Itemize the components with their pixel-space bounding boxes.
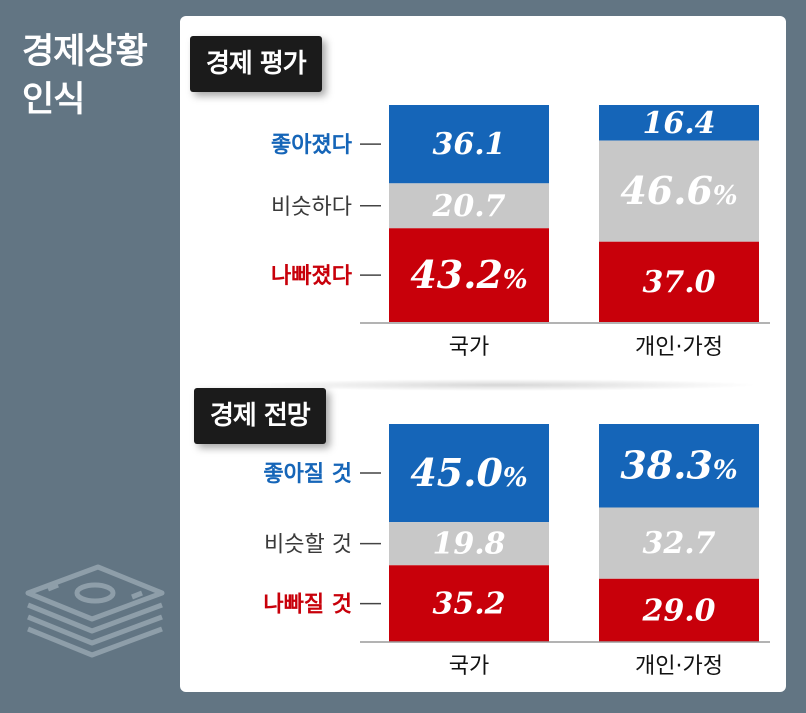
data-label: 19.8 bbox=[432, 527, 505, 562]
data-label: 29.0 bbox=[641, 593, 715, 628]
bar-segment bbox=[389, 105, 549, 184]
main-title: 경제상황 인식 bbox=[22, 32, 148, 120]
category-label: 개인·가정 bbox=[635, 335, 723, 360]
series-label: 비슷하다 bbox=[271, 195, 352, 220]
bar-segment bbox=[389, 565, 549, 642]
bar-segment bbox=[599, 105, 759, 141]
data-label: 46.6% bbox=[620, 168, 737, 213]
data-label: 37.0 bbox=[642, 265, 715, 300]
bar-segment bbox=[389, 228, 549, 322]
data-label: 35.2 bbox=[432, 587, 505, 622]
series-label: 좋아졌다 bbox=[271, 133, 353, 158]
data-label: 43.2% bbox=[410, 252, 527, 297]
bar-segment bbox=[599, 241, 759, 322]
data-label: 36.1 bbox=[432, 127, 505, 162]
data-label: 20.7 bbox=[431, 189, 505, 224]
data-label: 16.4 bbox=[642, 106, 715, 141]
series-label: 비슷할 것 bbox=[264, 533, 352, 558]
bar-segment bbox=[389, 424, 549, 523]
series-label: 좋아질 것 bbox=[263, 462, 352, 487]
data-label: 45.0% bbox=[410, 450, 527, 495]
category-label: 개인·가정 bbox=[635, 654, 723, 679]
section-label-evaluation: 경제 평가 bbox=[190, 36, 322, 92]
bar-segment bbox=[389, 522, 549, 566]
category-label: 국가 bbox=[449, 335, 489, 360]
section-divider bbox=[240, 379, 760, 391]
data-label: 38.3% bbox=[620, 443, 737, 488]
bar-segment bbox=[389, 183, 549, 229]
bar-segment bbox=[599, 578, 759, 642]
money-stack-icon bbox=[25, 564, 165, 658]
data-label: 32.7 bbox=[642, 526, 715, 561]
bar-segment bbox=[599, 424, 759, 508]
series-label: 나빠졌다 bbox=[271, 264, 353, 289]
bar-segment bbox=[599, 140, 759, 242]
series-label: 나빠질 것 bbox=[263, 593, 352, 618]
section-label-outlook: 경제 전망 bbox=[194, 388, 326, 444]
category-label: 국가 bbox=[449, 654, 489, 679]
bar-segment bbox=[599, 507, 759, 579]
